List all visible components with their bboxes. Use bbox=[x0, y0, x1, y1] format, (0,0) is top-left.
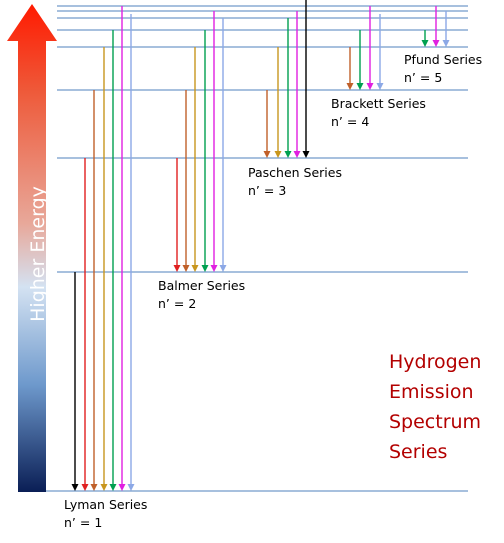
brackett-transition-arrowhead bbox=[376, 83, 384, 90]
title-line: Emission bbox=[389, 381, 474, 403]
balmer-level-label: n’ = 2 bbox=[158, 296, 197, 311]
balmer-transition-arrow bbox=[191, 47, 199, 272]
pfund-transition-arrow bbox=[421, 30, 429, 47]
paschen-series-label: Paschen Series bbox=[248, 165, 342, 180]
pfund-level-label: n’ = 5 bbox=[404, 70, 443, 85]
lyman-transition-arrow bbox=[90, 90, 98, 491]
brackett-transition-arrowhead bbox=[366, 83, 374, 90]
higher-energy-label: Higher Energy bbox=[27, 186, 49, 322]
balmer-series-label: Balmer Series bbox=[158, 278, 246, 293]
brackett-transition-arrowhead bbox=[356, 83, 364, 90]
balmer-transition-arrowhead bbox=[219, 265, 227, 272]
pfund-transition-arrow bbox=[432, 6, 440, 47]
paschen-transition-arrowhead bbox=[284, 151, 292, 158]
paschen-level-label: n’ = 3 bbox=[248, 183, 287, 198]
pfund-transition-arrowhead bbox=[421, 40, 429, 47]
paschen-transition-arrow bbox=[263, 90, 271, 158]
balmer-transition-arrow bbox=[173, 158, 181, 272]
lyman-transition-arrow bbox=[118, 6, 126, 491]
paschen-transition-arrowhead bbox=[274, 151, 282, 158]
balmer-transition-arrow bbox=[219, 18, 227, 272]
balmer-transition-arrowhead bbox=[173, 265, 181, 272]
lyman-transition-arrowhead bbox=[71, 484, 79, 491]
balmer-transition-arrowhead bbox=[201, 265, 209, 272]
balmer-transition-arrowhead bbox=[210, 265, 218, 272]
lyman-transition-arrowhead bbox=[100, 484, 108, 491]
pfund-series-label: Pfund Series bbox=[404, 52, 483, 67]
balmer-transition-arrowhead bbox=[191, 265, 199, 272]
lyman-series-label: Lyman Series bbox=[64, 497, 148, 512]
brackett-series-label: Brackett Series bbox=[331, 96, 426, 111]
paschen-transition-arrowhead bbox=[263, 151, 271, 158]
paschen-transition-arrow bbox=[274, 47, 282, 158]
title-line: Series bbox=[389, 441, 448, 463]
paschen-transition-arrowhead bbox=[293, 151, 301, 158]
pfund-transition-arrow bbox=[442, 11, 450, 47]
paschen-transition-arrowhead bbox=[302, 151, 310, 158]
brackett-level-label: n’ = 4 bbox=[331, 114, 370, 129]
lyman-transition-arrowhead bbox=[109, 484, 117, 491]
higher-energy-arrow: Higher Energy bbox=[7, 4, 57, 492]
lyman-transition-arrow bbox=[71, 272, 79, 491]
pfund-transition-arrowhead bbox=[432, 40, 440, 47]
lyman-transition-arrow bbox=[109, 30, 117, 491]
brackett-transition-arrow bbox=[356, 30, 364, 90]
lyman-transition-arrow bbox=[81, 158, 89, 491]
transition-arrows bbox=[71, 0, 450, 491]
title-line: Spectrum bbox=[389, 411, 482, 433]
balmer-transition-arrow bbox=[182, 90, 190, 272]
brackett-transition-arrow bbox=[346, 47, 354, 90]
paschen-transition-arrow bbox=[284, 18, 292, 158]
lyman-transition-arrowhead bbox=[90, 484, 98, 491]
lyman-transition-arrow bbox=[127, 14, 135, 491]
lyman-transition-arrowhead bbox=[127, 484, 135, 491]
brackett-transition-arrowhead bbox=[346, 83, 354, 90]
brackett-transition-arrow bbox=[376, 14, 384, 90]
paschen-transition-arrow bbox=[302, 0, 310, 158]
title-line: Hydrogen bbox=[389, 351, 482, 373]
lyman-transition-arrowhead bbox=[81, 484, 89, 491]
balmer-transition-arrowhead bbox=[182, 265, 190, 272]
lyman-transition-arrow bbox=[100, 47, 108, 491]
diagram-title: Hydrogen Emission Spectrum Series bbox=[389, 347, 481, 467]
lyman-level-label: n’ = 1 bbox=[64, 515, 103, 530]
brackett-transition-arrow bbox=[366, 6, 374, 90]
lyman-transition-arrowhead bbox=[118, 484, 126, 491]
balmer-transition-arrow bbox=[210, 11, 218, 272]
pfund-transition-arrowhead bbox=[442, 40, 450, 47]
paschen-transition-arrow bbox=[293, 11, 301, 158]
balmer-transition-arrow bbox=[201, 30, 209, 272]
energy-levels bbox=[18, 5, 468, 492]
